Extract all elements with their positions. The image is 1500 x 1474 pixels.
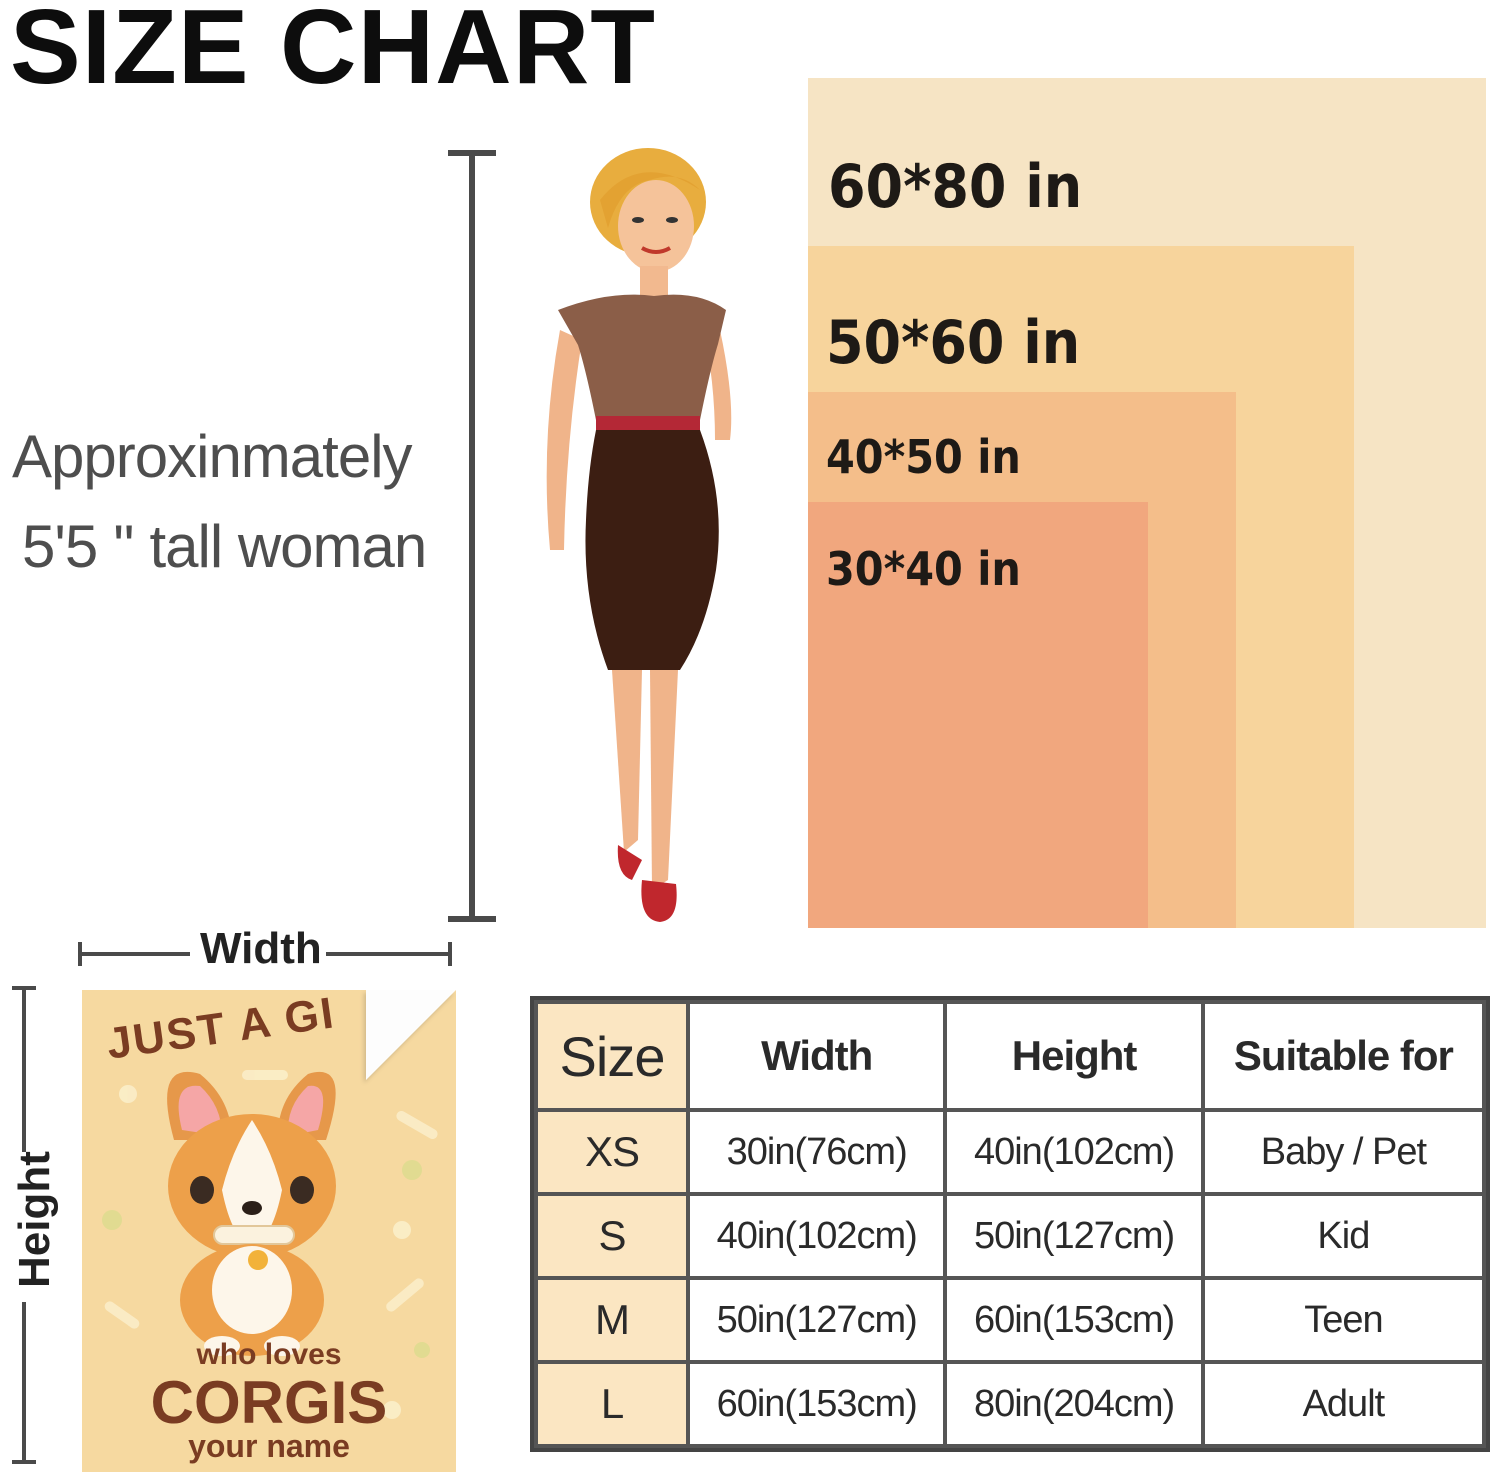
width-label: Width <box>200 924 322 973</box>
blanket-line-3: CORGIS <box>150 1369 388 1436</box>
cell-size: L <box>538 1364 686 1444</box>
blanket-line-4: your name <box>188 1428 350 1464</box>
size-label-60x80: 60*80 in <box>828 152 1083 222</box>
corgi-illustration <box>102 1070 438 1419</box>
blanket-line-2: who loves <box>196 1338 342 1371</box>
cell-suitable-for: Baby / Pet <box>1204 1112 1482 1192</box>
cell-size: M <box>538 1280 686 1360</box>
description-line-2: 5'5 '' tall woman <box>22 513 427 580</box>
table-header-row: Size Width Height Suitable for <box>538 1004 1482 1108</box>
cell-suitable-for: Kid <box>1204 1196 1482 1276</box>
cell-size: S <box>538 1196 686 1276</box>
cell-height: 50in(127cm) <box>947 1196 1201 1276</box>
woman-figure <box>546 148 732 922</box>
cell-suitable-for: Adult <box>1204 1364 1482 1444</box>
size-label-50x60: 50*60 in <box>826 308 1081 378</box>
cell-suitable-for: Teen <box>1204 1280 1482 1360</box>
table-row: XS 30in(76cm) 40in(102cm) Baby / Pet <box>538 1112 1482 1192</box>
cell-width: 40in(102cm) <box>690 1196 944 1276</box>
cell-width: 50in(127cm) <box>690 1280 944 1360</box>
blanket-fold <box>366 990 456 1080</box>
height-label: Height <box>10 1151 59 1288</box>
cell-size: XS <box>538 1112 686 1192</box>
header-suitable-for: Suitable for <box>1204 1004 1482 1108</box>
cell-height: 80in(204cm) <box>947 1364 1201 1444</box>
cell-width: 30in(76cm) <box>690 1112 944 1192</box>
cell-height: 40in(102cm) <box>947 1112 1201 1192</box>
height-description: Approxinmately 5'5 '' tall woman <box>12 412 432 592</box>
table-row: S 40in(102cm) 50in(127cm) Kid <box>538 1196 1482 1276</box>
size-rect-30x40 <box>808 502 1148 928</box>
blanket-preview: JUST A GI who loves CORGIS your name <box>82 990 456 1472</box>
size-label-30x40: 30*40 in <box>826 542 1021 596</box>
page-title: SIZE CHART <box>10 0 656 106</box>
table-row: M 50in(127cm) 60in(153cm) Teen <box>538 1280 1482 1360</box>
table-row: L 60in(153cm) 80in(204cm) Adult <box>538 1364 1482 1444</box>
header-height: Height <box>947 1004 1201 1108</box>
header-width: Width <box>690 1004 944 1108</box>
size-table: Size Width Height Suitable for XS 30in(7… <box>530 996 1490 1452</box>
cell-height: 60in(153cm) <box>947 1280 1201 1360</box>
size-label-40x50: 40*50 in <box>826 430 1021 484</box>
cell-width: 60in(153cm) <box>690 1364 944 1444</box>
description-line-1: Approxinmately <box>12 423 413 490</box>
header-size: Size <box>538 1004 686 1108</box>
